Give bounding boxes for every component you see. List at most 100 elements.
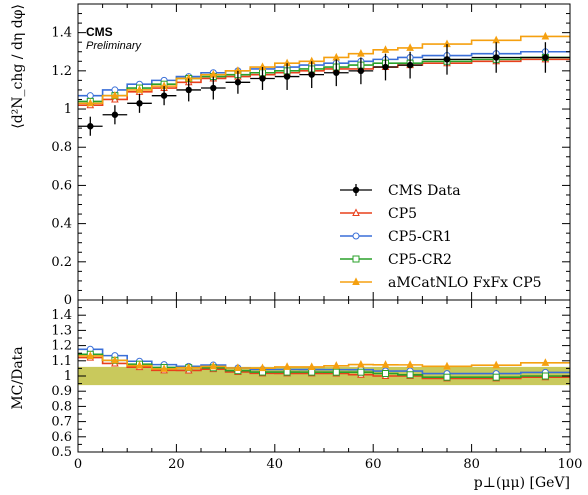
data-point <box>259 75 266 82</box>
y-tick-label-main: 1.4 <box>51 26 72 41</box>
ratio-point-amcatnlo-fxfx-cp5 <box>307 362 316 370</box>
ratio-point-amcatnlo-fxfx-cp5 <box>111 355 119 364</box>
y-tick-label-ratio: 1.1 <box>51 354 72 369</box>
y-tick-label-ratio: 0.6 <box>51 430 72 445</box>
ratio-point-cp5-cr2 <box>357 368 365 376</box>
data-point <box>406 61 414 69</box>
y-tick-label-main: 1.2 <box>51 64 72 79</box>
series-point-amcatnlo-fxfx-cp5 <box>541 31 550 40</box>
y-tick-label-ratio: 1 <box>64 369 72 384</box>
data-point <box>234 79 242 86</box>
ratio-point-amcatnlo-fxfx-cp5 <box>283 362 291 370</box>
x-axis-label: p⊥(μμ) [GeV] <box>474 475 570 491</box>
ratio-series-amcatnlo-fxfx-cp5 <box>78 351 570 372</box>
ratio-panel: 0 20 40 60 80 100 0.50.60.70.80.911.11.21.31.4 <box>51 299 583 472</box>
series-amcatnlo-fxfx-cp5 <box>78 31 570 107</box>
ratio-point-amcatnlo-fxfx-cp5 <box>541 358 550 366</box>
data-points <box>78 42 570 136</box>
y-tick-label-main: 1 <box>64 102 72 117</box>
y-axis-label-ratio: MC/Data <box>10 346 26 409</box>
y-tick-label-main: 0.2 <box>51 255 72 270</box>
data-point <box>160 92 168 99</box>
legend-marker <box>352 208 360 216</box>
ratio-point-cp5-cr2 <box>406 371 414 379</box>
data-point <box>87 123 94 130</box>
series-point-amcatnlo-fxfx-cp5 <box>86 98 95 107</box>
legend-marker <box>352 186 360 194</box>
x-tick-label: 20 <box>168 457 185 472</box>
experiment-label: CMS <box>86 25 113 39</box>
legend-marker <box>352 255 360 263</box>
legend: CMS Data CP5 CP5-CR1 CP5-CR2 aMCatNLO FxFx C… <box>340 183 542 291</box>
ratio-point-cp5-cr2 <box>541 372 549 380</box>
legend-item-amcatnlo-fxfx-cp5: aMCatNLO FxFx CP5 <box>340 275 542 291</box>
data-point <box>542 54 549 61</box>
ratio-point-amcatnlo-fxfx-cp5 <box>209 361 218 370</box>
y-tick-label-main: 0.4 <box>51 217 72 232</box>
x-tick-label: 60 <box>365 457 382 472</box>
ratio-point-amcatnlo-fxfx-cp5 <box>234 363 242 371</box>
ratio-point-cp5-cr2 <box>443 373 451 381</box>
y-tick-label-main: 0.8 <box>51 140 72 155</box>
ratio-point-cp5-cr2 <box>382 370 389 378</box>
ratio-point-cp5-cr2 <box>283 368 291 376</box>
y-tick-label-ratio: 0.8 <box>51 399 72 414</box>
ratio-point-amcatnlo-fxfx-cp5 <box>184 363 193 371</box>
y-tick-label-main: 0.6 <box>51 178 72 193</box>
legend-item-cp5-cr1: CP5-CR1 <box>340 229 452 245</box>
ratio-point-amcatnlo-fxfx-cp5 <box>332 361 341 369</box>
legend-label: CMS Data <box>388 183 461 199</box>
ratio-point-amcatnlo-fxfx-cp5 <box>86 351 95 359</box>
ratio-point-amcatnlo-fxfx-cp5 <box>357 359 365 368</box>
legend-label: CP5-CR2 <box>388 252 452 268</box>
ratio-point-amcatnlo-fxfx-cp5 <box>443 361 451 370</box>
data-point <box>443 56 451 63</box>
legend-item-data: CMS Data <box>340 183 461 199</box>
data-point <box>210 84 217 92</box>
series-point-amcatnlo-fxfx-cp5 <box>357 49 365 57</box>
legend-marker <box>352 232 360 240</box>
status-label: Preliminary <box>86 40 143 52</box>
y-tick-label-main: 0 <box>64 293 72 308</box>
ratio-point-amcatnlo-fxfx-cp5 <box>381 360 390 368</box>
ratio-point-cp5-cr2 <box>492 373 500 381</box>
series-point-cp5-cr1 <box>86 92 94 100</box>
legend-label: CP5-CR1 <box>388 229 452 245</box>
legend-marker <box>352 277 360 285</box>
data-point <box>111 111 119 118</box>
y-tick-label-ratio: 0.9 <box>51 384 72 399</box>
ratio-point-cp5-cr2 <box>308 368 316 376</box>
data-point <box>357 67 365 75</box>
legend-item-cp5-cr2: CP5-CR2 <box>340 252 452 268</box>
data-point <box>493 54 500 61</box>
data-point <box>136 100 143 107</box>
legend-item-cp5: CP5 <box>340 206 417 222</box>
y-tick-label-ratio: 1.3 <box>51 323 72 338</box>
ratio-point-amcatnlo-fxfx-cp5 <box>258 363 267 372</box>
data-point <box>283 73 291 80</box>
y-tick-label-ratio: 0.5 <box>51 445 72 460</box>
y-tick-label-ratio: 1.4 <box>51 308 72 323</box>
series-point-amcatnlo-fxfx-cp5 <box>406 43 414 51</box>
y-tick-label-ratio: 1.2 <box>51 339 72 354</box>
x-tick-label: 100 <box>558 457 583 472</box>
y-tick-label-ratio: 0.7 <box>51 415 72 430</box>
series-point-amcatnlo-fxfx-cp5 <box>111 91 119 99</box>
data-point <box>308 71 315 78</box>
data-point <box>333 69 340 76</box>
x-tick-label: 80 <box>463 457 480 472</box>
ratio-point-cp5-cr2 <box>332 368 340 376</box>
ratio-point-amcatnlo-fxfx-cp5 <box>492 360 501 369</box>
series-point-amcatnlo-fxfx-cp5 <box>381 45 390 53</box>
legend-label: CP5 <box>388 206 417 222</box>
data-point <box>185 86 192 94</box>
x-tick-label: 40 <box>267 457 284 472</box>
ratio-point-amcatnlo-fxfx-cp5 <box>406 360 414 368</box>
data-point <box>382 63 389 71</box>
series-point-amcatnlo-fxfx-cp5 <box>135 85 144 93</box>
x-tick-label: 0 <box>74 457 82 472</box>
y-axis-label-main: ⟨d²N_chg / dη dφ⟩ <box>10 4 26 129</box>
ratio-point-amcatnlo-fxfx-cp5 <box>135 361 144 369</box>
ratio-point-amcatnlo-fxfx-cp5 <box>160 364 168 372</box>
